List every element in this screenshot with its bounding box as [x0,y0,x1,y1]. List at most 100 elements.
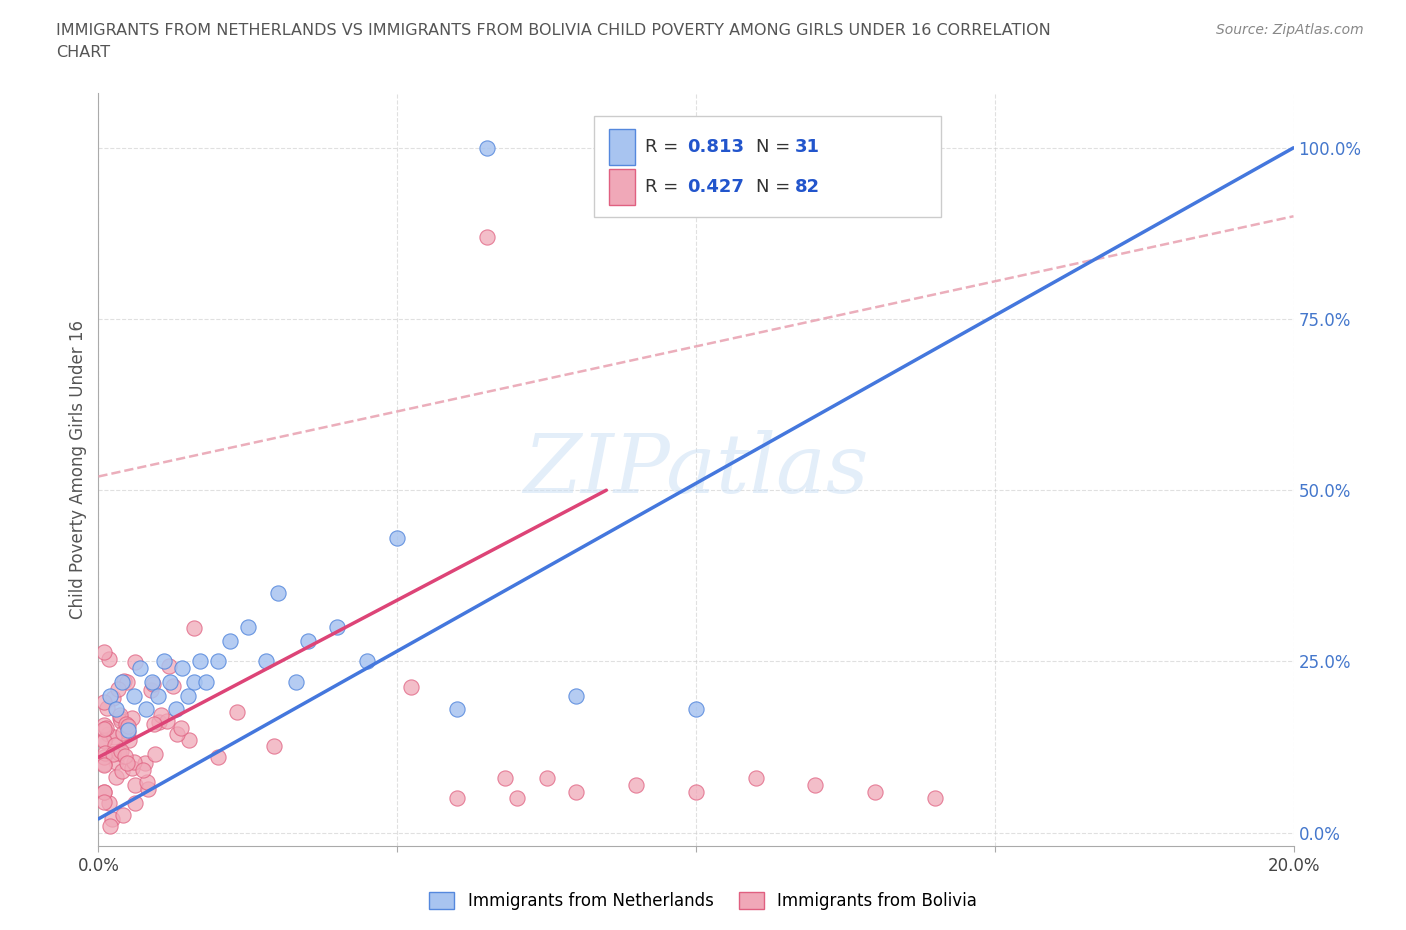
Point [135,702,157,717]
Text: Source: ZipAtlas.com: Source: ZipAtlas.com [1216,23,1364,37]
Point [297,633,319,648]
Point [93,757,115,772]
Point [103,729,125,744]
Point [219,633,242,648]
Point [142,717,165,732]
Point [93,750,115,764]
Point [475,230,498,245]
Point [804,777,827,792]
Text: IMMIGRANTS FROM NETHERLANDS VS IMMIGRANTS FROM BOLIVIA CHILD POVERTY AMONG GIRLS: IMMIGRANTS FROM NETHERLANDS VS IMMIGRANT… [56,23,1052,38]
Point [108,746,131,761]
Point [93,785,115,800]
Point [107,682,129,697]
Point [124,777,146,792]
Point [865,784,887,799]
Text: CHART: CHART [56,45,110,60]
Text: ZIPatlas: ZIPatlas [523,430,869,510]
Bar [609,169,636,206]
Point [104,769,127,784]
Point [148,688,170,703]
Point [236,619,259,634]
Point [93,784,115,799]
Point [326,619,349,634]
Point [117,724,139,739]
Text: 31: 31 [796,139,820,156]
Point [104,755,127,770]
Point [183,674,205,689]
Point [111,674,134,689]
Point [112,725,135,740]
Point [136,781,159,796]
Point [267,586,290,601]
Point [114,673,136,688]
Point [121,761,143,776]
Point [93,644,115,659]
Point [141,674,163,689]
Point [93,756,115,771]
Point [134,755,156,770]
Point [745,770,768,785]
Point [177,733,200,748]
Point [565,784,588,799]
Point [494,770,516,785]
Point [115,674,138,689]
Point [108,708,131,723]
Point [162,678,184,693]
Point [110,713,132,728]
Point [356,654,378,669]
FancyBboxPatch shape [595,115,941,218]
Point [114,749,136,764]
Y-axis label: Child Poverty Among Girls Under 16: Child Poverty Among Girls Under 16 [69,320,87,619]
Point [136,775,159,790]
Point [195,674,218,689]
Point [124,655,146,670]
Point [96,700,118,715]
Text: N =: N = [756,139,796,156]
Point [143,747,166,762]
Point [121,711,143,725]
Point [226,704,249,719]
Point [148,714,170,729]
Point [446,790,468,805]
Point [129,661,152,676]
Point [139,683,162,698]
Point [131,763,153,777]
Point [626,777,648,792]
Point [93,733,115,748]
Text: 0.813: 0.813 [688,139,745,156]
Point [93,734,115,749]
Point [183,620,205,635]
Point [103,747,125,762]
Point [94,721,117,736]
Point [475,140,498,155]
Point [101,811,124,826]
Point [93,794,115,809]
Point [124,795,146,810]
Point [188,654,211,669]
Point [254,654,277,669]
Text: 0.427: 0.427 [688,179,745,196]
Point [446,702,468,717]
Point [284,674,307,689]
Point [93,695,115,710]
Point [98,688,122,703]
Point [101,691,124,706]
Point [117,723,139,737]
Point [153,654,176,669]
Point [97,651,120,666]
Point [506,790,529,805]
Text: N =: N = [756,179,796,196]
Point [93,721,115,736]
Point [536,770,558,785]
Point [207,750,229,764]
Point [98,818,121,833]
Text: R =: R = [644,179,683,196]
Point [685,784,707,799]
Point [104,737,127,752]
Point [170,721,193,736]
Legend: Immigrants from Netherlands, Immigrants from Bolivia: Immigrants from Netherlands, Immigrants … [423,885,983,917]
Point [172,661,194,676]
Point [924,790,946,805]
Point [111,764,134,778]
Point [685,702,707,717]
